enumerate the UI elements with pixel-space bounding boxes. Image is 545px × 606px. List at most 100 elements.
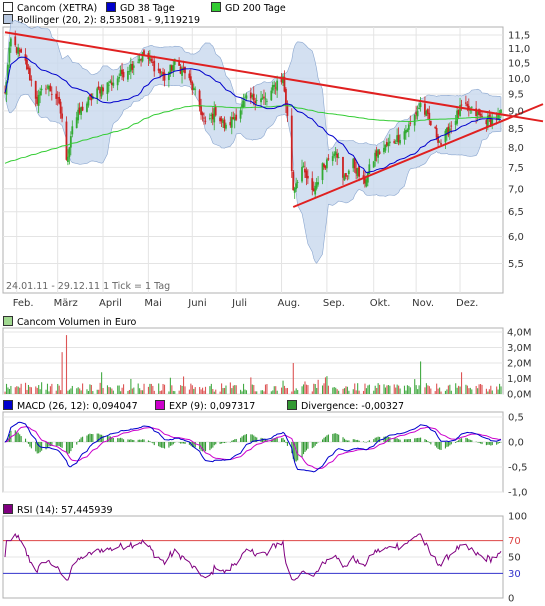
x-tick-label: Nov. xyxy=(412,298,434,309)
candle-body xyxy=(96,88,99,99)
legend-swatch xyxy=(3,400,13,410)
volume-bar xyxy=(270,391,272,394)
divergence-bar xyxy=(313,442,315,448)
volume-bar xyxy=(171,385,173,394)
volume-bar xyxy=(184,386,186,394)
legend-item-bollinger: Bollinger (20, 2): 8,535081 - 9,119219 xyxy=(3,14,200,27)
volume-bar xyxy=(102,387,104,394)
macd-tick-label: -0,5 xyxy=(508,463,528,474)
volume-bar xyxy=(225,385,227,394)
candle-body xyxy=(263,96,265,98)
divergence-bar xyxy=(212,442,214,448)
divergence-bar xyxy=(61,442,63,448)
candle-body xyxy=(383,147,385,153)
divergence-bar xyxy=(142,439,144,442)
divergence-bar xyxy=(343,438,346,442)
divergence-bar xyxy=(90,434,92,442)
divergence-bar xyxy=(384,436,387,442)
volume-bar xyxy=(466,385,468,394)
candle-body xyxy=(75,117,78,129)
divergence-bar xyxy=(409,439,411,442)
volume-tick-label: 0,0M xyxy=(507,390,532,401)
candle-body xyxy=(80,107,82,115)
macd-exp-line xyxy=(4,426,501,470)
divergence-bar xyxy=(80,437,82,442)
candle-body xyxy=(157,68,160,71)
divergence-bar xyxy=(130,439,132,442)
candle-body xyxy=(163,72,166,81)
volume-bar xyxy=(281,387,283,394)
volume-bar xyxy=(29,386,31,394)
divergence-bar xyxy=(16,431,18,442)
divergence-bar xyxy=(440,442,442,450)
volume-bar xyxy=(399,388,401,394)
x-tick-label: Mai xyxy=(144,298,162,309)
candle-body xyxy=(460,104,463,106)
divergence-bar xyxy=(82,436,84,442)
candle-body xyxy=(46,86,49,88)
divergence-bar xyxy=(209,442,211,451)
volume-bar xyxy=(26,389,28,394)
divergence-bar xyxy=(232,439,234,442)
divergence-bar xyxy=(68,442,70,454)
divergence-bar xyxy=(386,436,388,442)
volume-bar xyxy=(446,389,448,394)
divergence-bar xyxy=(460,438,463,442)
volume-bar xyxy=(8,388,10,394)
divergence-bar xyxy=(263,438,265,442)
divergence-bar xyxy=(183,442,185,444)
divergence-bar xyxy=(398,439,400,442)
candle-body xyxy=(191,81,194,91)
candle-body xyxy=(97,86,100,89)
volume-bar xyxy=(395,387,397,394)
divergence-bar xyxy=(8,434,10,442)
legend-swatch xyxy=(3,504,13,514)
candle-body xyxy=(368,164,371,175)
volume-bar xyxy=(57,383,59,394)
divergence-bar xyxy=(262,438,264,442)
candle-body xyxy=(321,163,324,181)
divergence-bar xyxy=(123,439,125,442)
divergence-bar xyxy=(336,433,338,442)
divergence-bar xyxy=(250,434,252,442)
candle-body xyxy=(153,60,156,72)
trendline xyxy=(4,31,544,123)
divergence-bar xyxy=(307,442,309,449)
price-candles xyxy=(4,30,502,199)
divergence-bar xyxy=(427,441,429,442)
candle-body xyxy=(109,80,112,83)
candle-body xyxy=(230,117,233,128)
candle-body xyxy=(274,87,277,89)
volume-bar xyxy=(326,376,328,394)
volume-bar xyxy=(260,390,262,394)
candle-body xyxy=(305,170,308,179)
price-tick-label: 6,5 xyxy=(508,207,524,218)
candle-body xyxy=(138,59,141,62)
volume-bar xyxy=(199,386,201,394)
divergence-bar xyxy=(373,439,375,442)
candle-body xyxy=(347,170,350,175)
volume-bar xyxy=(27,384,30,394)
candle-body xyxy=(336,153,339,158)
volume-bar xyxy=(333,387,335,394)
legend-item-exp: EXP (9): 0,097317 xyxy=(155,400,255,413)
volume-bar xyxy=(223,387,226,394)
volume-bar xyxy=(321,385,324,394)
volume-bar xyxy=(87,390,89,394)
volume-bar xyxy=(7,387,9,394)
candle-body xyxy=(292,171,295,191)
candle-body xyxy=(485,120,488,125)
volume-bar xyxy=(193,388,195,394)
candle-body xyxy=(4,92,6,94)
volume-bar xyxy=(48,391,50,394)
volume-bar xyxy=(348,390,350,394)
divergence-bar xyxy=(76,442,78,445)
candle-body xyxy=(249,92,252,99)
volume-bar xyxy=(169,377,171,394)
volume-bar xyxy=(343,388,346,394)
candle-body xyxy=(69,136,72,148)
volume-bar xyxy=(275,386,277,394)
candle-body xyxy=(204,120,207,122)
candle-body xyxy=(141,52,144,62)
legend-label: GD 200 Tage xyxy=(225,3,286,14)
